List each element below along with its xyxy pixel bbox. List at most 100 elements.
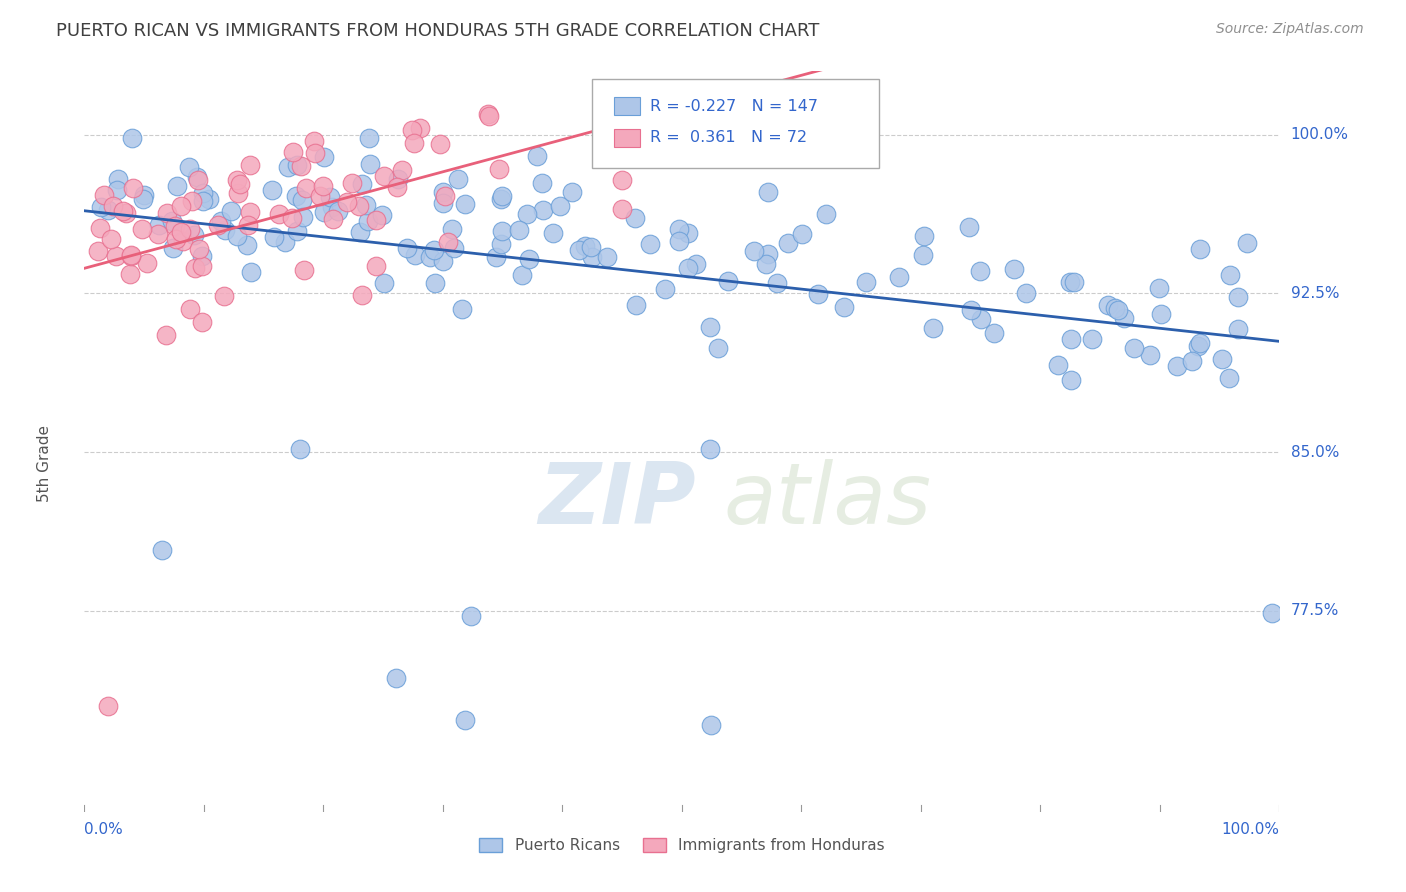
Point xyxy=(676,260,699,275)
Point xyxy=(574,239,596,253)
Point xyxy=(790,227,813,241)
Point xyxy=(304,145,326,160)
Point xyxy=(626,298,648,312)
Point xyxy=(387,172,409,186)
Point xyxy=(198,192,221,206)
Point xyxy=(1236,235,1258,250)
Point xyxy=(766,276,789,290)
Point xyxy=(855,275,877,289)
Point xyxy=(319,190,342,204)
Text: ZIP: ZIP xyxy=(538,459,696,542)
Point xyxy=(707,341,730,355)
Point xyxy=(478,109,501,123)
Point xyxy=(291,210,314,224)
Point xyxy=(1114,310,1136,325)
Point xyxy=(969,264,991,278)
Point xyxy=(321,200,343,214)
Point xyxy=(443,241,465,255)
Point xyxy=(1015,286,1038,301)
Point xyxy=(177,160,200,174)
Point xyxy=(815,207,838,221)
Point xyxy=(352,177,374,191)
Point xyxy=(136,256,159,270)
Point xyxy=(285,189,308,203)
Point xyxy=(209,214,232,228)
Point xyxy=(219,203,242,218)
Point xyxy=(115,206,138,220)
Point xyxy=(122,181,145,195)
Point xyxy=(778,236,800,251)
Point xyxy=(1218,371,1240,385)
Point xyxy=(101,199,124,213)
Point xyxy=(170,199,193,213)
Point xyxy=(93,188,115,202)
Point xyxy=(404,248,426,262)
Text: R = -0.227   N = 147: R = -0.227 N = 147 xyxy=(650,99,818,113)
Point xyxy=(179,222,201,236)
Point xyxy=(425,276,447,290)
Point xyxy=(148,218,170,232)
Point xyxy=(364,259,387,273)
Point xyxy=(391,163,413,178)
Point xyxy=(595,250,617,264)
Point xyxy=(685,257,707,271)
Point xyxy=(640,236,662,251)
Point xyxy=(517,252,540,266)
Point xyxy=(983,326,1005,340)
Point xyxy=(541,226,564,240)
Point xyxy=(262,182,284,196)
Point xyxy=(807,287,830,301)
Point xyxy=(290,159,312,173)
Point xyxy=(491,224,513,238)
Point xyxy=(832,300,855,314)
Point xyxy=(274,235,297,250)
Point xyxy=(911,248,934,262)
Point xyxy=(409,121,432,136)
Point xyxy=(437,235,460,249)
Point xyxy=(312,204,335,219)
Point xyxy=(1123,341,1146,355)
Point xyxy=(181,194,204,208)
Point xyxy=(510,268,533,282)
Point xyxy=(160,213,183,227)
Point xyxy=(184,260,207,275)
Point xyxy=(1002,261,1025,276)
Point xyxy=(1081,333,1104,347)
Point xyxy=(1059,276,1081,290)
Point xyxy=(112,204,135,219)
Point xyxy=(120,268,142,282)
Point xyxy=(526,149,548,163)
Point xyxy=(612,202,634,217)
Point xyxy=(191,186,214,200)
Point xyxy=(225,173,247,187)
Point xyxy=(384,671,406,685)
Point xyxy=(612,86,634,100)
Text: 100.0%: 100.0% xyxy=(1222,822,1279,838)
Point xyxy=(485,250,508,264)
Point xyxy=(364,212,387,227)
Point xyxy=(451,301,474,316)
Point xyxy=(193,194,215,208)
Point xyxy=(183,227,205,242)
Point xyxy=(623,211,645,226)
Point xyxy=(1060,332,1083,346)
FancyBboxPatch shape xyxy=(614,97,640,115)
Point xyxy=(1046,358,1069,372)
Text: 92.5%: 92.5% xyxy=(1291,286,1339,301)
Point xyxy=(309,189,332,203)
Point xyxy=(668,221,690,235)
Point xyxy=(97,698,120,713)
FancyBboxPatch shape xyxy=(592,78,879,168)
Point xyxy=(1097,298,1119,312)
Point xyxy=(290,442,312,457)
Text: 85.0%: 85.0% xyxy=(1291,444,1339,459)
Point xyxy=(163,219,186,234)
Point xyxy=(291,194,314,208)
Point xyxy=(179,302,201,317)
Point xyxy=(530,176,553,190)
Point xyxy=(322,211,344,226)
Point xyxy=(312,179,335,194)
Point xyxy=(755,256,778,270)
Point xyxy=(285,158,308,172)
Point xyxy=(401,123,423,137)
